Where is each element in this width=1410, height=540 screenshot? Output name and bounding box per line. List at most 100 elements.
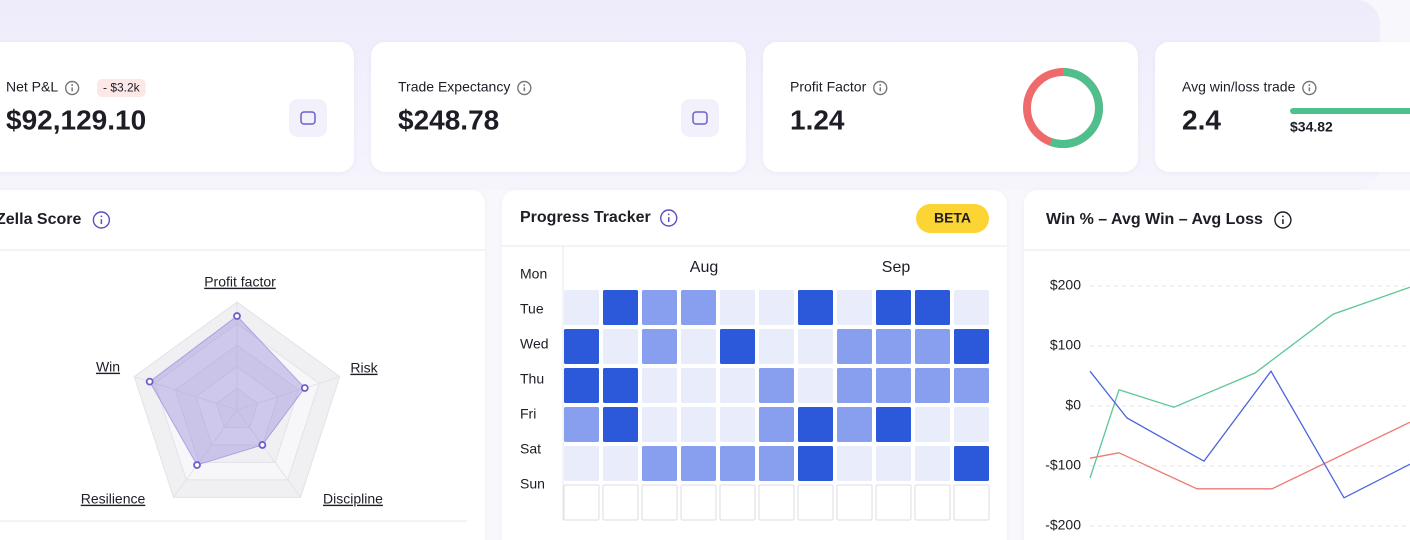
- tracker-cell: [954, 407, 989, 442]
- tracker-cell: [681, 290, 716, 325]
- tracker-cell: [564, 368, 599, 403]
- day-label: Mon: [520, 266, 547, 282]
- zella-title: Zella Score: [0, 211, 81, 228]
- tracker-cell: [798, 407, 833, 442]
- stat-icon-glyph: [692, 111, 708, 125]
- tracker-cell: [719, 484, 756, 521]
- radar-point: [193, 461, 201, 469]
- tracker-cell: [837, 368, 872, 403]
- tracker-cell: [915, 446, 950, 481]
- tracker-title: Progress Tracker: [520, 209, 651, 226]
- stat-badge: [97, 79, 146, 97]
- tracker-cell: [759, 329, 794, 364]
- info-circle: [64, 80, 80, 96]
- stat-label: Avg win/loss trade: [1182, 79, 1296, 95]
- series-line: [1089, 370, 1410, 499]
- tracker-cell: [720, 446, 755, 481]
- info-circle: [1274, 211, 1292, 229]
- stat-label: Trade Expectancy: [398, 79, 510, 95]
- info-circle: [660, 209, 678, 227]
- series-line: [1089, 286, 1410, 479]
- tracker-cell: [603, 368, 638, 403]
- chart-panel: [1024, 190, 1410, 540]
- info-icon: [517, 80, 532, 96]
- info-dot: [879, 84, 882, 86]
- y-tick-label: $100: [1050, 337, 1081, 353]
- tracker-cell: [758, 484, 795, 521]
- radar-axis-label: Resilience: [81, 491, 146, 507]
- y-tick-label: -$200: [1045, 517, 1081, 533]
- tracker-cell: [876, 407, 911, 442]
- stat-value: 1.24: [790, 104, 845, 135]
- info-dot: [1282, 215, 1284, 218]
- tracker-cell: [798, 368, 833, 403]
- info-icon: [660, 209, 678, 227]
- radar-axis-label: Risk: [350, 360, 378, 376]
- tracker-cell: [875, 484, 912, 521]
- tracker-cell: [720, 290, 755, 325]
- info-icon: [1302, 80, 1317, 96]
- tracker-cell: [837, 329, 872, 364]
- tracker-cell: [797, 484, 834, 521]
- stat-card: [1155, 42, 1410, 172]
- tracker-cell: [759, 407, 794, 442]
- radar-point: [145, 377, 154, 386]
- stat-icon-glyph: [300, 111, 316, 125]
- stat-value: $92,129.10: [6, 104, 146, 135]
- stat-label: Profit Factor: [790, 79, 867, 95]
- radar-point: [300, 384, 309, 392]
- tracker-cell: [602, 484, 639, 521]
- day-label: Sun: [520, 476, 545, 492]
- tracker-cell: [876, 290, 911, 325]
- tracker-cell: [954, 290, 989, 325]
- tracker-cell: [564, 446, 599, 481]
- tracker-cell: [953, 484, 990, 521]
- radar-axis-label: Profit factor: [204, 274, 276, 290]
- stat-value: 2.4: [1182, 104, 1221, 135]
- tracker-cell: [563, 484, 600, 521]
- tracker-cell: [837, 446, 872, 481]
- series-line: [1089, 421, 1410, 490]
- win-bar: [1290, 108, 1410, 114]
- radar-spoke: [236, 376, 340, 411]
- tracker-cell: [915, 407, 950, 442]
- day-label: Fri: [520, 406, 536, 422]
- tracker-cell: [681, 368, 716, 403]
- tracker-cell: [603, 446, 638, 481]
- info-dot: [71, 84, 74, 86]
- beta-text: BETA: [934, 210, 971, 226]
- tracker-cell: [720, 329, 755, 364]
- beta-badge: [916, 204, 989, 233]
- info-circle: [1302, 80, 1317, 96]
- info-dot: [667, 213, 670, 216]
- day-label: Tue: [520, 301, 544, 317]
- radar-spoke: [236, 409, 301, 498]
- y-tick-label: -$100: [1045, 457, 1081, 473]
- tracker-cell: [798, 329, 833, 364]
- month-label: Aug: [690, 259, 718, 276]
- tracker-cell: [798, 446, 833, 481]
- tracker-cell: [837, 290, 872, 325]
- info-dot: [100, 215, 103, 218]
- tracker-cell: [954, 446, 989, 481]
- tracker-cell: [915, 329, 950, 364]
- tracker-cell: [681, 329, 716, 364]
- info-circle: [92, 211, 111, 229]
- tracker-cell: [954, 329, 989, 364]
- info-circle: [517, 80, 532, 96]
- stat-label: Net P&L: [6, 79, 58, 95]
- tracker-cell: [642, 368, 677, 403]
- tracker-cell: [642, 407, 677, 442]
- tracker-cell: [759, 290, 794, 325]
- info-dot: [1308, 84, 1311, 86]
- radar-axis-label: Win: [96, 359, 120, 375]
- radar-point: [258, 441, 267, 449]
- tracker-cell: [564, 329, 599, 364]
- tracker-cell: [914, 484, 951, 521]
- info-icon: [873, 80, 888, 96]
- tracker-cell: [876, 368, 911, 403]
- tracker-cell: [876, 446, 911, 481]
- tracker-cell: [642, 290, 677, 325]
